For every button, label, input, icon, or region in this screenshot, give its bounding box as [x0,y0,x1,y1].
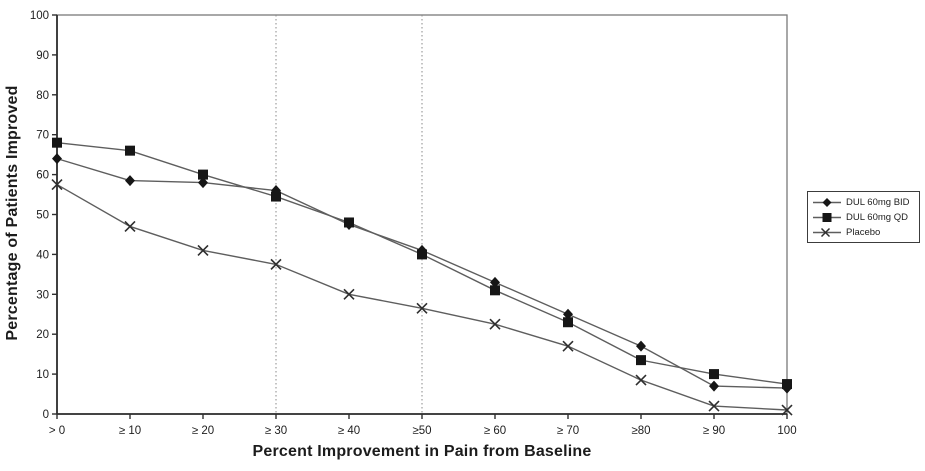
marker-square [52,137,62,148]
marker-x [635,374,647,386]
square-marker-icon [813,213,841,222]
y-tick-label: 40 [36,249,49,261]
y-axis-title: Percentage of Patients Improved [4,85,21,341]
x-tick-label: ≥ 30 [265,425,287,437]
x-tick-label: ≥ 70 [557,425,579,437]
legend-label: Placebo [846,227,881,238]
marker-x [197,244,209,256]
marker-diamond [52,153,62,165]
marker-x [708,400,720,412]
x-axis-title: Percent Improvement in Pain from Baselin… [252,443,592,460]
marker-x [562,340,574,352]
marker-x [124,220,136,233]
marker-square [198,169,208,180]
y-tick-label: 90 [36,50,49,62]
x-tick-label: ≥80 [631,425,650,437]
marker-diamond [198,177,208,189]
y-tick-label: 70 [36,130,49,142]
x-tick-label: ≥ 40 [338,425,360,437]
marker-diamond [563,308,573,320]
marker-diamond [709,380,719,392]
y-tick-label: 0 [43,409,49,421]
series-line-diamond [56,157,788,389]
y-tick-label: 20 [36,329,49,341]
marker-diamond [636,340,646,352]
marker-x [416,302,428,314]
legend-label: DUL 60mg QD [846,212,908,223]
marker-square [636,355,646,366]
legend-item-dul-60mg-bid: DUL 60mg BID [812,195,915,210]
y-tick-label: 100 [30,10,49,22]
legend-label: DUL 60mg BID [846,197,910,208]
x-tick-label: 100 [777,425,796,437]
y-tick-label: 80 [36,90,49,102]
marker-square [125,145,135,156]
marker-x [270,258,282,270]
marker-square [563,317,573,328]
marker-diamond [125,175,135,187]
marker-square [344,217,354,228]
y-tick-label: 10 [36,369,49,381]
diamond-marker-icon [813,198,841,207]
y-tick-label: 50 [36,210,49,222]
marker-square [271,191,281,202]
marker-x [781,404,793,416]
marker-x [51,179,63,191]
marker-square [417,249,427,260]
marker-square [490,285,500,296]
x-tick-label: ≥ 60 [484,425,506,437]
legend-item-dul-60mg-qd: DUL 60mg QD [812,210,915,225]
y-tick-label: 60 [36,170,49,182]
marker-x [343,288,355,300]
marker-square [782,379,792,390]
marker-x [489,318,501,330]
x-tick-label: ≥ 10 [119,425,141,437]
x-tick-label: ≥ 20 [192,425,214,437]
legend: DUL 60mg BID DUL 60mg QD Placebo [807,191,920,243]
marker-diamond [490,276,500,288]
x-tick-label: ≥ 90 [703,425,725,437]
y-tick-label: 30 [36,289,49,301]
x-marker-icon [813,227,841,238]
marker-square [709,369,719,380]
legend-item-placebo: Placebo [812,225,915,240]
x-tick-label: ≥50 [412,425,431,437]
plot-frame [56,14,788,415]
x-tick-label: > 0 [49,425,65,437]
